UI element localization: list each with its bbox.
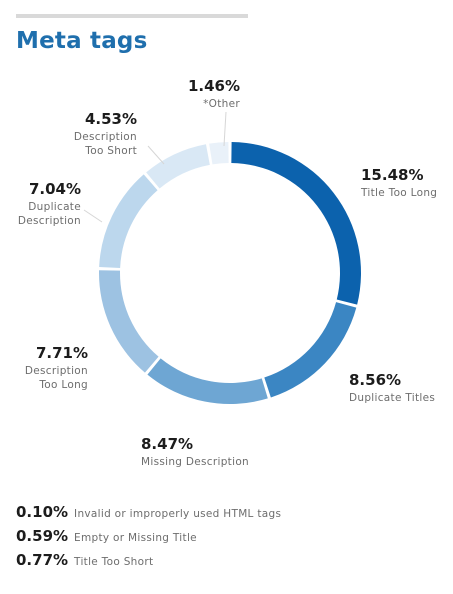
slice-label: 1.46% *Other (188, 77, 240, 110)
extra-issue-label: Empty or Missing Title (74, 532, 197, 544)
slice-label: 8.56% Duplicate Titles (349, 371, 435, 404)
donut-slice (231, 142, 361, 305)
slice-label: 7.04% Duplicate Description (18, 180, 81, 227)
extra-issue-label: Invalid or improperly used HTML tags (74, 508, 282, 520)
slice-category-label: Duplicate Description (18, 201, 81, 227)
slice-value-label: 8.47% (141, 435, 193, 453)
slice-value-label: 15.48% (361, 166, 423, 184)
extra-issues-list: 0.10% Invalid or improperly used HTML ta… (16, 503, 281, 575)
slice-category-label: Description Too Short (74, 131, 137, 157)
slice-value-label: 7.71% (36, 344, 88, 362)
slice-label: 7.71% Description Too Long (25, 344, 88, 391)
extra-issue-value: 0.59% (16, 527, 69, 545)
extra-issue-item: 0.59% Empty or Missing Title (16, 527, 281, 551)
slice-value-label: 7.04% (29, 180, 81, 198)
slice-value-label: 1.46% (188, 77, 240, 95)
extra-issue-item: 0.77% Title Too Short (16, 551, 281, 575)
leader-line (223, 111, 227, 147)
top-divider (16, 14, 248, 18)
slice-category-label: Duplicate Titles (349, 392, 435, 404)
slice-value-label: 4.53% (85, 110, 137, 128)
slice-label: 8.47% Missing Description (141, 435, 249, 468)
extra-issue-value: 0.77% (16, 551, 69, 569)
extra-issue-item: 0.10% Invalid or improperly used HTML ta… (16, 503, 281, 527)
slice-label: 15.48% Title Too Long (360, 166, 437, 199)
slice-category-label: Description Too Long (25, 365, 88, 391)
extra-issue-label: Title Too Short (74, 556, 154, 568)
slice-label: 4.53% Description Too Short (74, 110, 137, 157)
donut-slice (99, 174, 158, 268)
leader-line (83, 209, 103, 223)
donut-slice (98, 270, 159, 373)
extra-issue-value: 0.10% (16, 503, 69, 521)
slice-category-label: Missing Description (141, 456, 249, 468)
leader-line (147, 145, 165, 165)
donut-slice (147, 358, 268, 404)
donut-slice (146, 144, 210, 189)
slice-category-label: *Other (203, 98, 240, 110)
slice-category-label: Title Too Long (360, 187, 437, 199)
slice-value-label: 8.56% (349, 371, 401, 389)
donut-slice (209, 142, 229, 165)
page-title: Meta tags (16, 28, 148, 54)
donut-slice (264, 302, 357, 398)
